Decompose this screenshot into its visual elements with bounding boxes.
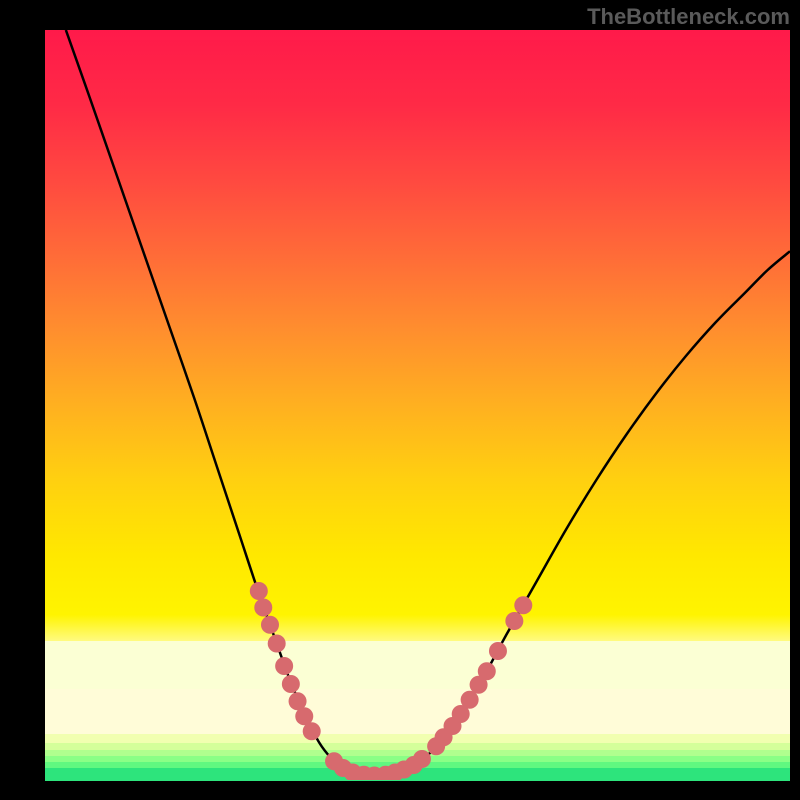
dot-left-0 xyxy=(250,582,268,600)
dot-bottom-9 xyxy=(413,750,431,768)
plot-area xyxy=(45,30,790,780)
dot-left-4 xyxy=(275,657,293,675)
dot-right-6 xyxy=(478,662,496,680)
dot-right-8 xyxy=(505,612,523,630)
curve-overlay xyxy=(45,30,790,780)
dot-left-1 xyxy=(254,599,272,617)
watermark-text: TheBottleneck.com xyxy=(587,4,790,30)
dot-left-3 xyxy=(268,635,286,653)
curve-right xyxy=(365,251,790,776)
dot-left-5 xyxy=(282,675,300,693)
curve-left xyxy=(66,30,365,776)
dot-left-8 xyxy=(303,722,321,740)
dot-right-4 xyxy=(461,691,479,709)
dot-left-2 xyxy=(261,616,279,634)
dot-right-9 xyxy=(514,596,532,614)
chart-container: TheBottleneck.com xyxy=(0,0,800,800)
dot-right-7 xyxy=(489,642,507,660)
